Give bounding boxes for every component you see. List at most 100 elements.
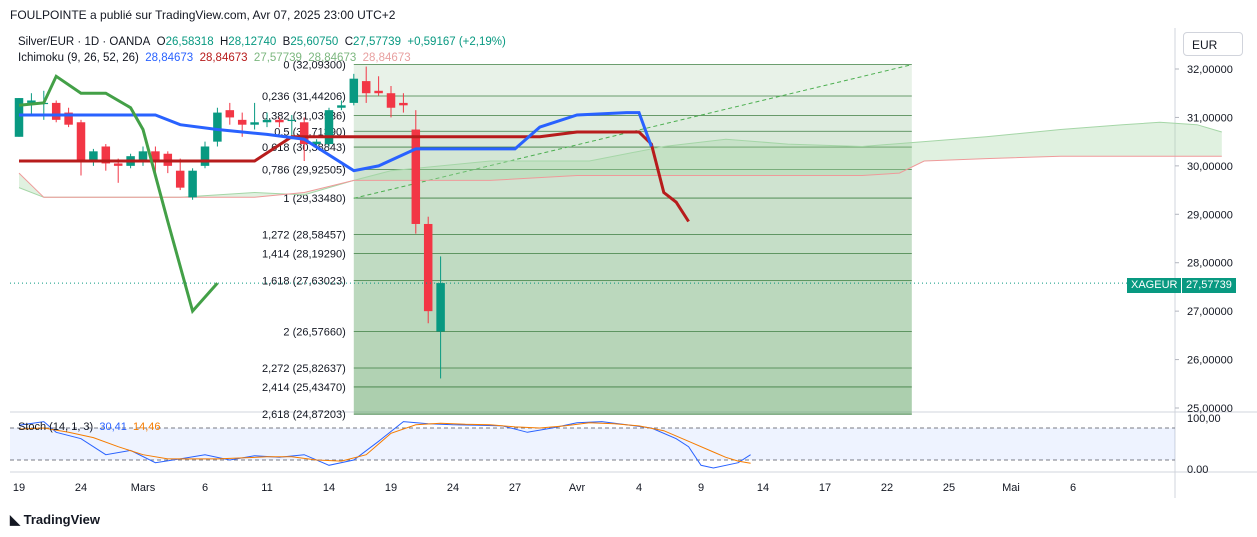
candle-body — [324, 110, 334, 145]
candle-body — [349, 78, 359, 103]
tradingview-logo-icon: ◣ — [10, 512, 20, 527]
fib-zone — [353, 147, 912, 170]
candle-body — [287, 119, 297, 122]
fib-zone — [353, 386, 912, 415]
x-axis-tick-label: 19 — [13, 482, 25, 494]
x-axis-tick-label: 27 — [509, 482, 521, 494]
x-axis-tick-label: Mai — [1002, 482, 1020, 494]
currency-button[interactable]: EUR — [1183, 32, 1243, 56]
y-axis-tick-label: 29,00000 — [1187, 209, 1233, 221]
ichimoku-chikou-value: 27,57739 — [253, 52, 302, 64]
ichimoku-tenkan-value: 28,84673 — [145, 52, 194, 64]
fib-level-label: 2,618 (24,87203) — [262, 409, 346, 421]
stoch-k-line — [18, 421, 751, 469]
y-axis-tick-label: 31,00000 — [1187, 112, 1233, 124]
fib-zone — [353, 367, 912, 387]
stoch-axis-tick-label: 100,00 — [1187, 413, 1221, 425]
candle-body — [237, 119, 247, 125]
fib-zone — [353, 115, 912, 132]
y-axis-tick-label: 28,00000 — [1187, 258, 1233, 270]
ichimoku-kijun — [19, 130, 690, 223]
fib-zone — [353, 131, 912, 148]
candle-body — [386, 93, 396, 108]
candle-body — [312, 141, 321, 145]
ichimoku-legend[interactable]: Ichimoku (9, 26, 52, 26) 28,84673 28,846… — [18, 52, 411, 64]
ichimoku-kijun-value: 28,84673 — [199, 52, 248, 64]
x-axis-tick-label: 6 — [202, 482, 208, 494]
candle-body — [188, 170, 197, 198]
stoch-d-line — [18, 422, 751, 464]
stoch-band — [10, 428, 1175, 460]
fib-zone — [353, 280, 912, 332]
candle-body — [138, 151, 148, 162]
ichimoku-tenkan — [19, 111, 653, 173]
open-label: O — [156, 36, 166, 48]
fib-level-label: 0,786 (29,92505) — [262, 164, 346, 176]
stoch-axis-tick-label: 0.00 — [1187, 464, 1208, 476]
candle-body — [262, 119, 272, 123]
candle-body — [76, 122, 86, 162]
ichimoku-chikou — [18, 74, 219, 315]
low-value: 25,60750 — [290, 36, 339, 48]
tradingview-logo[interactable]: ◣ TradingView — [10, 512, 100, 528]
candle-body — [175, 170, 185, 188]
stoch-d-value: 14,46 — [133, 421, 161, 433]
fib-zone — [353, 331, 912, 368]
fib-zone — [353, 64, 912, 97]
fib-level-label: 2 (26,57660) — [283, 327, 345, 339]
low-label: B — [282, 36, 291, 48]
x-axis-tick-label: 14 — [757, 482, 769, 494]
ichimoku-span-a — [18, 121, 1222, 198]
x-axis-tick-label: 25 — [943, 482, 955, 494]
fib-trend-line — [353, 64, 912, 199]
y-axis-tick-label: 27,00000 — [1187, 306, 1233, 318]
stoch-legend[interactable]: Stoch (14, 1, 3) 30,41 14,46 — [18, 421, 161, 433]
x-axis-tick-label: 24 — [75, 482, 87, 494]
y-axis-tick-label: 32,00000 — [1187, 64, 1233, 76]
close-label: C — [344, 36, 353, 48]
candle-body — [275, 119, 284, 123]
candle-body — [411, 129, 421, 224]
x-axis-tick-label: 19 — [385, 482, 397, 494]
fib-level-label: 0 (32,09300) — [283, 59, 345, 71]
x-axis-tick-label: 9 — [698, 482, 704, 494]
candle-body — [213, 112, 222, 142]
change-value: +0,59167 (+2,19%) — [407, 36, 506, 48]
ichimoku-span-a-value: 28,84673 — [308, 52, 357, 64]
x-axis-tick-label: 22 — [881, 482, 893, 494]
candle-body — [436, 283, 445, 332]
ichimoku-cloud — [19, 122, 1222, 198]
last-price-tag: 27,57739 — [1182, 278, 1236, 293]
candle-body — [51, 102, 61, 120]
open-value: 26,58318 — [165, 36, 214, 48]
x-axis-tick-label: Avr — [569, 482, 586, 494]
candle-body — [374, 90, 383, 94]
brand-name: TradingView — [23, 512, 100, 527]
symbol-legend[interactable]: Silver/EUR · 1D · OANDA O26,58318 H28,12… — [18, 36, 506, 48]
candle-body — [27, 100, 36, 103]
fib-level-label: 1 (29,33480) — [283, 193, 345, 205]
candle-body — [101, 146, 111, 164]
x-axis-tick-label: Mars — [131, 482, 156, 494]
candle-body — [423, 223, 433, 312]
y-axis-tick-label: 26,00000 — [1187, 355, 1233, 367]
candle-body — [399, 102, 408, 106]
candle-body — [14, 98, 24, 137]
fib-level-label: 0,236 (31,44206) — [262, 91, 346, 103]
ichimoku-span-b-value: 28,84673 — [362, 52, 411, 64]
x-axis-tick-label: 4 — [636, 482, 642, 494]
high-label: H — [219, 36, 229, 48]
publisher-line: FOULPOINTE a publié sur TradingView.com,… — [10, 8, 396, 22]
candle-body — [225, 110, 235, 118]
candle-body — [299, 122, 309, 145]
x-axis-tick-label: 6 — [1070, 482, 1076, 494]
fib-zone — [353, 234, 912, 254]
candle-body — [113, 163, 123, 166]
fib-level-label: 1,414 (28,19290) — [262, 248, 346, 260]
candle-body — [200, 146, 210, 166]
ichimoku-name: Ichimoku (9, 26, 52, 26) — [18, 52, 139, 64]
fib-level-label: 1,618 (27,63023) — [262, 276, 346, 288]
stoch-name: Stoch (14, 1, 3) — [18, 421, 94, 433]
symbol-tag: XAGEUR — [1127, 278, 1182, 293]
